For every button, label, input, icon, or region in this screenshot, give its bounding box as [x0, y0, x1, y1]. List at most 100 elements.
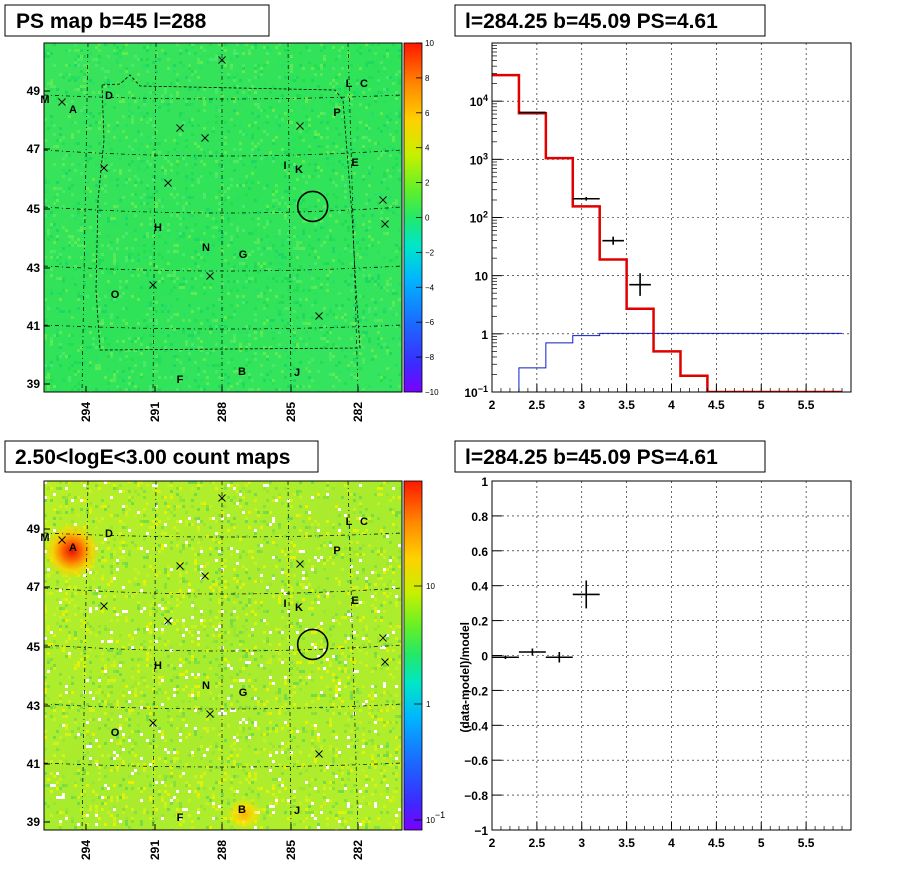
noise-pixel [173, 505, 176, 508]
noise-pixel [44, 334, 47, 337]
noise-pixel [308, 661, 311, 664]
noise-pixel [191, 214, 194, 217]
noise-pixel [89, 364, 92, 367]
noise-pixel [119, 100, 122, 103]
noise-pixel [131, 340, 134, 343]
noise-pixel [302, 385, 305, 388]
noise-pixel [113, 514, 116, 517]
noise-pixel [116, 94, 119, 97]
noise-pixel [140, 376, 143, 379]
noise-pixel [239, 706, 242, 709]
noise-pixel [74, 664, 77, 667]
noise-pixel [302, 100, 305, 103]
noise-pixel [110, 637, 113, 640]
noise-pixel [386, 121, 389, 124]
noise-pixel [323, 334, 326, 337]
noise-pixel [296, 661, 299, 664]
noise-pixel [368, 721, 371, 724]
noise-pixel [206, 649, 209, 652]
noise-pixel [77, 214, 80, 217]
noise-pixel [326, 577, 329, 580]
noise-pixel [347, 283, 350, 286]
noise-pixel [377, 127, 380, 130]
noise-pixel [215, 325, 218, 328]
noise-pixel [161, 358, 164, 361]
noise-pixel [230, 67, 233, 70]
noise-pixel [338, 601, 341, 604]
noise-pixel [257, 217, 260, 220]
noise-pixel [254, 166, 257, 169]
noise-pixel [380, 346, 383, 349]
noise-pixel [248, 601, 251, 604]
noise-pixel [368, 235, 371, 238]
noise-pixel [161, 676, 164, 679]
noise-pixel [110, 148, 113, 151]
noise-pixel [140, 823, 143, 826]
noise-pixel [50, 487, 53, 490]
noise-pixel [137, 166, 140, 169]
noise-pixel [200, 256, 203, 259]
noise-pixel [230, 622, 233, 625]
noise-pixel [230, 238, 233, 241]
noise-pixel [68, 655, 71, 658]
noise-pixel [359, 103, 362, 106]
noise-pixel [377, 574, 380, 577]
noise-pixel [50, 784, 53, 787]
noise-pixel [326, 121, 329, 124]
noise-pixel [320, 121, 323, 124]
noise-pixel [65, 505, 68, 508]
noise-pixel [104, 310, 107, 313]
noise-pixel [74, 370, 77, 373]
noise-pixel [374, 283, 377, 286]
spectrum-x-tick-label: 3.5 [618, 398, 635, 412]
spectrum-x-tick-label: 2.5 [529, 398, 546, 412]
noise-pixel [236, 382, 239, 385]
map-x-tick-label: 285 [284, 402, 298, 422]
noise-pixel [296, 760, 299, 763]
source-label-a: A [69, 104, 77, 116]
noise-pixel [359, 337, 362, 340]
noise-pixel [56, 235, 59, 238]
noise-pixel [152, 481, 155, 484]
noise-pixel [230, 826, 233, 829]
source-cross-marker [296, 122, 304, 130]
noise-pixel [275, 280, 278, 283]
noise-pixel [266, 268, 269, 271]
noise-pixel [110, 355, 113, 358]
noise-pixel [158, 280, 161, 283]
noise-pixel [77, 361, 80, 364]
noise-pixel [101, 808, 104, 811]
noise-pixel [278, 697, 281, 700]
noise-pixel [305, 535, 308, 538]
noise-pixel [80, 625, 83, 628]
noise-pixel [377, 337, 380, 340]
noise-pixel [86, 805, 89, 808]
noise-pixel [62, 379, 65, 382]
noise-pixel [284, 697, 287, 700]
noise-pixel [44, 676, 47, 679]
noise-pixel [56, 787, 59, 790]
noise-pixel [194, 493, 197, 496]
noise-pixel [104, 124, 107, 127]
noise-pixel [200, 379, 203, 382]
noise-pixel [320, 361, 323, 364]
noise-pixel [83, 76, 86, 79]
noise-pixel [347, 718, 350, 721]
noise-pixel [152, 100, 155, 103]
noise-pixel [269, 583, 272, 586]
noise-pixel [200, 481, 203, 484]
noise-pixel [89, 676, 92, 679]
noise-pixel [389, 703, 392, 706]
noise-pixel [272, 277, 275, 280]
noise-pixel [248, 685, 251, 688]
noise-pixel [50, 79, 53, 82]
noise-pixel [386, 283, 389, 286]
noise-pixel [293, 79, 296, 82]
noise-pixel [227, 760, 230, 763]
noise-pixel [251, 697, 254, 700]
noise-pixel [254, 331, 257, 334]
noise-pixel [71, 214, 74, 217]
noise-pixel [50, 499, 53, 502]
noise-pixel [170, 370, 173, 373]
noise-pixel [119, 280, 122, 283]
